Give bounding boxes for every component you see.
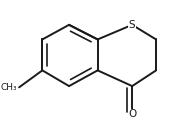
Text: O: O: [128, 109, 136, 119]
Text: S: S: [129, 20, 136, 30]
Text: CH₃: CH₃: [1, 83, 17, 92]
